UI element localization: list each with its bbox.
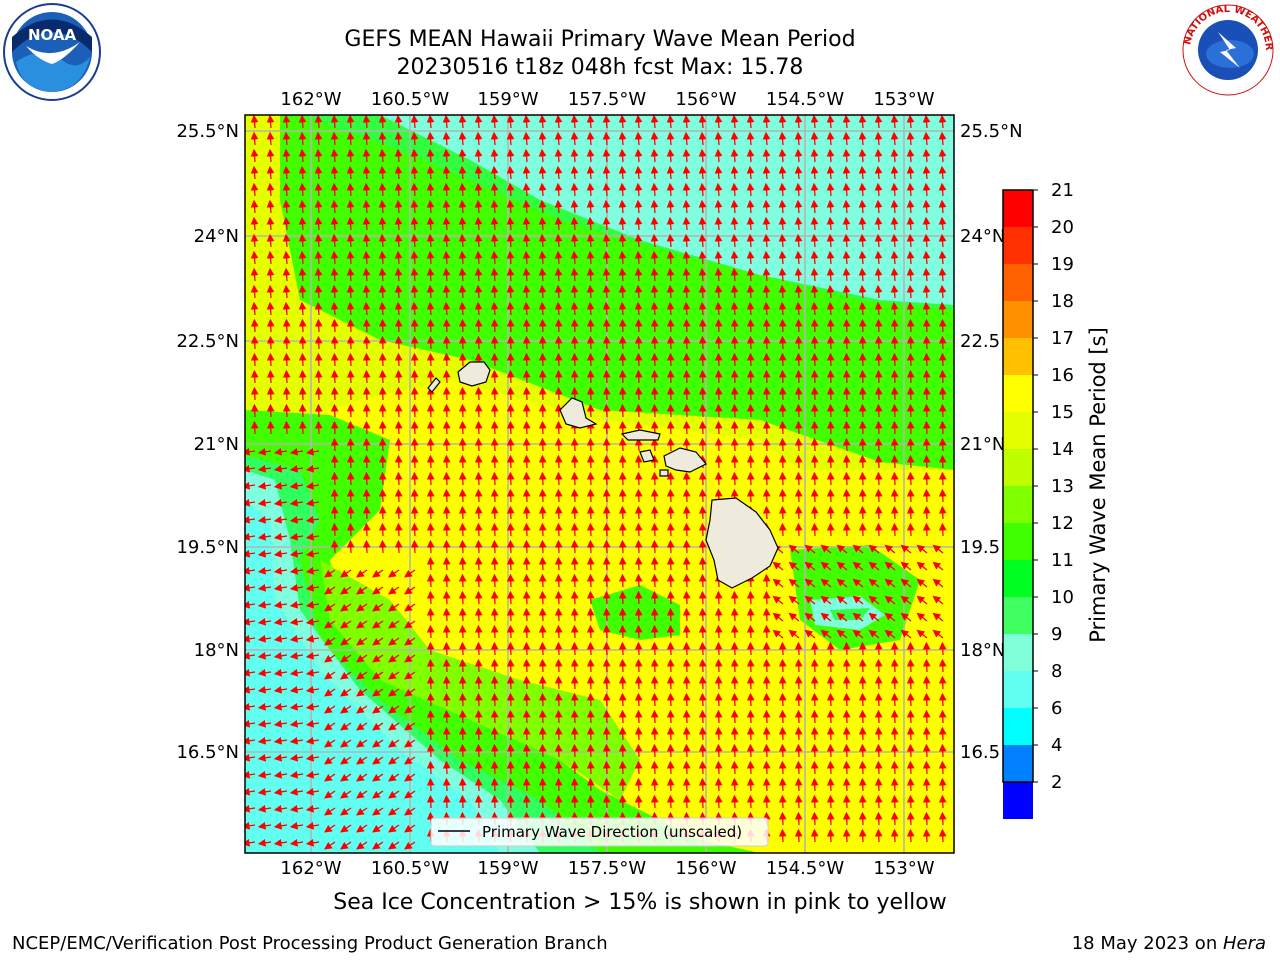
colorbar-segment bbox=[1003, 486, 1033, 523]
lat-tick-right: 21°N bbox=[960, 434, 1005, 455]
colorbar-tick: 20 bbox=[1051, 217, 1074, 238]
island-lanai bbox=[639, 449, 655, 463]
colorbar-tick: 21 bbox=[1051, 180, 1074, 201]
wave-direction-arrows bbox=[245, 115, 947, 850]
lon-tick-bottom: 157.5°W bbox=[568, 858, 647, 879]
axis-tick-labels: 162°W 162°W 160.5°W 160.5°W 159°W 159°W 157.5°… bbox=[176, 89, 1022, 879]
island-niihau bbox=[427, 377, 441, 393]
colorbar-tick: 8 bbox=[1051, 661, 1062, 682]
colorbar-label: Primary Wave Mean Period [s] bbox=[1086, 327, 1110, 643]
island-molokai bbox=[620, 429, 661, 441]
colorbar-tick: 9 bbox=[1051, 624, 1062, 645]
lon-tick-bottom: 153°W bbox=[873, 858, 934, 879]
lon-tick-top: 157.5°W bbox=[568, 89, 647, 110]
lat-tick-left: 19.5°N bbox=[176, 537, 239, 558]
colorbar-tick: 19 bbox=[1051, 254, 1074, 275]
colorbar-segment bbox=[1003, 597, 1033, 634]
colorbar-segment bbox=[1003, 375, 1033, 412]
lat-tick-left: 18°N bbox=[194, 640, 239, 661]
noaa-logo-text: NOAA bbox=[28, 26, 77, 44]
colorbar-segment bbox=[1003, 301, 1033, 338]
footer-branch: NCEP/EMC/Verification Post Processing Pr… bbox=[12, 933, 608, 954]
lat-tick-left: 22.5°N bbox=[176, 331, 239, 352]
lat-tick-left: 24°N bbox=[194, 226, 239, 247]
map-legend: Primary Wave Direction (unscaled) bbox=[430, 817, 769, 847]
lon-tick-top: 162°W bbox=[280, 89, 341, 110]
colorbar-tick: 2 bbox=[1051, 772, 1062, 793]
lon-tick-top: 156°W bbox=[675, 89, 736, 110]
nws-logo: NATIONAL WEATHER SERVICE bbox=[1174, 0, 1278, 102]
island-big-island bbox=[705, 497, 779, 589]
colorbar-tick: 13 bbox=[1051, 476, 1074, 497]
colorbar-tick: 12 bbox=[1051, 513, 1074, 534]
colorbar-segment bbox=[1003, 671, 1033, 708]
island-kahoolawe bbox=[659, 469, 669, 477]
colorbar-segment bbox=[1003, 523, 1033, 560]
map-field bbox=[245, 115, 954, 853]
colorbar-segment bbox=[1003, 264, 1033, 301]
lat-tick-right: 19.5 bbox=[960, 537, 1000, 558]
colorbar-tick: 15 bbox=[1051, 402, 1074, 423]
lat-tick-right: 25.5°N bbox=[960, 121, 1023, 142]
lat-tick-right: 16.5 bbox=[960, 742, 1000, 763]
colorbar-segment bbox=[1003, 708, 1033, 745]
island-maui bbox=[663, 447, 707, 473]
colorbar-segment bbox=[1003, 745, 1033, 782]
colorbar-tick: 11 bbox=[1051, 550, 1074, 571]
colorbar-tick: 16 bbox=[1051, 365, 1074, 386]
colorbar-segment bbox=[1003, 338, 1033, 375]
colorbar-tick: 17 bbox=[1051, 328, 1074, 349]
lon-tick-top: 153°W bbox=[873, 89, 934, 110]
lon-tick-top: 159°W bbox=[477, 89, 538, 110]
noaa-logo: NOAA bbox=[2, 2, 102, 106]
lon-tick-top: 154.5°W bbox=[766, 89, 845, 110]
colorbar-tick: 6 bbox=[1051, 698, 1062, 719]
island-kauai bbox=[457, 361, 491, 387]
lat-tick-right: 18°N bbox=[960, 640, 1005, 661]
map-frame bbox=[244, 114, 955, 854]
colorbar-segment bbox=[1003, 560, 1033, 597]
colorbar-segment bbox=[1003, 634, 1033, 671]
colorbar-segment bbox=[1003, 412, 1033, 449]
chart-title: GEFS MEAN Hawaii Primary Wave Mean Perio… bbox=[344, 27, 856, 52]
colorbar-segment bbox=[1003, 190, 1033, 227]
lat-tick-right: 24°N bbox=[960, 226, 1005, 247]
footer-date-text: 18 May 2023 on bbox=[1071, 933, 1223, 954]
hawaiian-islands bbox=[427, 361, 779, 589]
colorbar-tick: 18 bbox=[1051, 291, 1074, 312]
sea-ice-note: Sea Ice Concentration > 15% is shown in … bbox=[333, 890, 947, 915]
lat-tick-right: 22.5 bbox=[960, 331, 1000, 352]
lon-tick-bottom: 162°W bbox=[280, 858, 341, 879]
chart-subtitle-run: 20230516 t18z 048h fcst Max: 15.78 bbox=[396, 55, 804, 80]
lon-tick-top: 160.5°W bbox=[371, 89, 450, 110]
island-oahu bbox=[559, 397, 598, 429]
lat-tick-left: 16.5°N bbox=[176, 742, 239, 763]
lon-tick-bottom: 156°W bbox=[675, 858, 736, 879]
legend-label: Primary Wave Direction (unscaled) bbox=[482, 823, 742, 841]
colorbar: 21 20 19 18 17 16 15 14 13 12 11 10 9 8 6 4 2 bbox=[1002, 180, 1074, 819]
colorbar-tick: 14 bbox=[1051, 439, 1074, 460]
colorbar-tick: 10 bbox=[1051, 587, 1074, 608]
lon-tick-bottom: 159°W bbox=[477, 858, 538, 879]
colorbar-segment bbox=[1003, 449, 1033, 486]
lat-tick-left: 25.5°N bbox=[176, 121, 239, 142]
lon-tick-bottom: 160.5°W bbox=[371, 858, 450, 879]
lat-tick-left: 21°N bbox=[194, 434, 239, 455]
footer-host: Hera bbox=[1222, 933, 1266, 954]
colorbar-segment bbox=[1003, 227, 1033, 264]
lon-tick-bottom: 154.5°W bbox=[766, 858, 845, 879]
colorbar-segment bbox=[1003, 782, 1033, 819]
colorbar-tick: 4 bbox=[1051, 735, 1062, 756]
footer-date: 18 May 2023 on Hera bbox=[1072, 933, 1266, 954]
